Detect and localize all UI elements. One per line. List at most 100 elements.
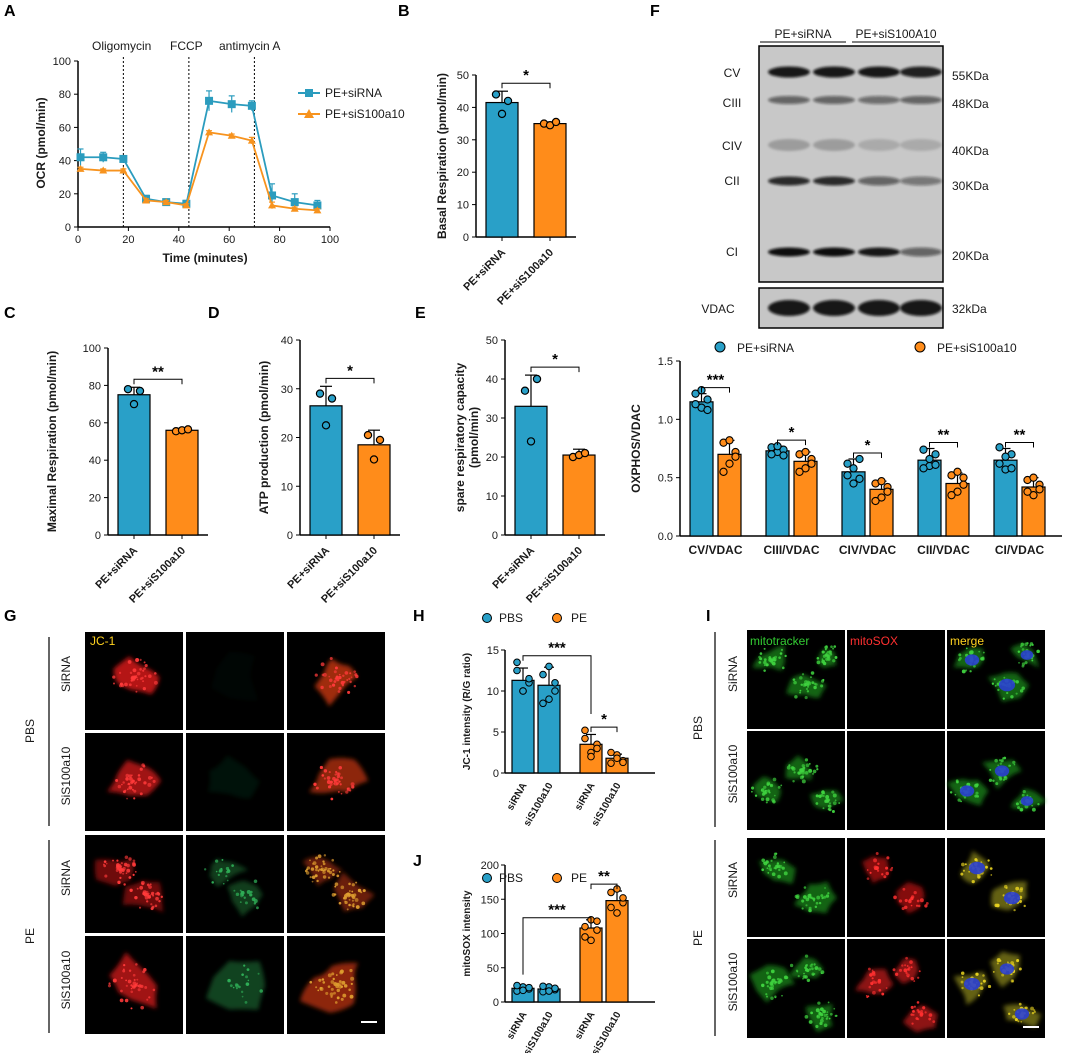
mito-speckle [1022,790,1026,794]
mito-speckle [766,867,769,870]
mito-speckle [777,874,781,879]
panel-label-h: H [413,608,425,625]
mito-speckle [881,992,885,996]
mito-speckle [801,907,804,910]
row-label-sirna: SiRNA [59,860,73,896]
mito-speckle [791,766,796,771]
mito-speckle [871,969,874,972]
mito-speckle [126,797,128,800]
mito-speckle [337,772,341,776]
mito-speckle [130,990,134,994]
mito-speckle [132,873,135,876]
mito-speckle [1002,697,1005,700]
mito-speckle [771,978,776,983]
mito-speckle [810,671,815,675]
mito-speckle [819,1018,824,1023]
mito-speckle [1031,643,1034,647]
mito-speckle [994,684,997,687]
data-point [919,445,928,454]
mito-speckle [128,683,132,687]
mito-speckle [328,678,333,683]
mito-speckle [758,661,762,664]
y-tick-label: 0.5 [658,473,673,485]
series-line-sirna [80,99,318,207]
mito-speckle [346,678,349,681]
significance-bracket [590,883,618,890]
data-point [581,734,589,743]
data-point [871,496,880,506]
marker-48kda: 48KDa [952,97,989,111]
mito-speckle [330,980,335,984]
vdac-band [900,300,942,316]
mito-speckle [340,792,343,795]
mito-speckle [336,996,340,1000]
data-point [76,153,85,162]
mito-speckle [327,869,330,873]
mito-speckle [350,676,353,679]
mito-speckle [804,758,809,762]
mito-speckle [351,883,355,887]
mito-speckle [128,785,133,790]
mito-speckle [762,861,765,864]
mito-speckle [315,868,318,872]
data-point [539,699,547,708]
mito-speckle [957,658,961,662]
marker-40kda: 40KDa [952,144,989,158]
y-tick-label: 60 [59,122,71,134]
stain-label-mitosox: mitoSOX [850,634,898,648]
significance-marker: * [523,67,529,84]
mito-speckle [775,852,778,855]
mito-speckle [1021,648,1025,651]
mito-speckle [241,894,244,897]
mito-speckle [330,995,333,998]
mito-speckle [763,647,766,650]
mito-speckle [334,773,337,776]
mito-speckle [338,780,341,783]
mito-speckle [120,683,125,688]
mito-speckle [822,1009,826,1014]
mito-speckle [916,899,920,903]
data-point [1029,491,1038,500]
data-point [551,117,561,127]
significance-marker: * [347,362,353,379]
mito-speckle [145,892,148,895]
micrograph-tile [186,936,284,1034]
marker-32kda: 32kDa [952,302,987,316]
mito-speckle [126,863,130,868]
x-tick-label: siRNA [505,1010,530,1041]
y-axis-label: spare respiratory capacity [453,362,467,512]
mito-speckle [112,675,116,679]
bar-sis100a10 [165,429,199,536]
mito-speckle [805,763,810,768]
legend-label-sirna: PE+siRNA [325,86,382,100]
mito-speckle [130,1007,133,1010]
data-point [855,454,864,464]
mito-speckle [351,890,354,893]
data-point [227,131,236,139]
y-tick-label: 15 [487,645,499,657]
group-label-pbs: PBS [23,719,37,743]
data-point [205,96,214,105]
mito-speckle [904,905,908,910]
mito-speckle [135,690,138,693]
mito-speckle [766,985,769,988]
x-tick-label: PE+siRNA [490,545,537,592]
mito-speckle [875,852,879,855]
mito-speckle [331,683,336,687]
mito-speckle [960,800,962,803]
y-axis-label: mitoSOX intensity [462,890,473,977]
mito-speckle [348,890,351,892]
legend-marker-pbs [482,873,492,883]
mito-speckle [1003,884,1008,889]
mito-speckle [130,987,133,990]
mito-speckle [148,996,151,999]
mito-speckle [329,867,332,870]
mito-speckle [798,771,802,775]
data-point [807,459,816,468]
mito-speckle [955,780,959,784]
mito-speckle [245,982,250,986]
jc1-micrographs [85,632,385,1034]
mito-speckle [1026,794,1029,797]
micrograph-background [847,838,945,937]
data-point [123,384,133,394]
